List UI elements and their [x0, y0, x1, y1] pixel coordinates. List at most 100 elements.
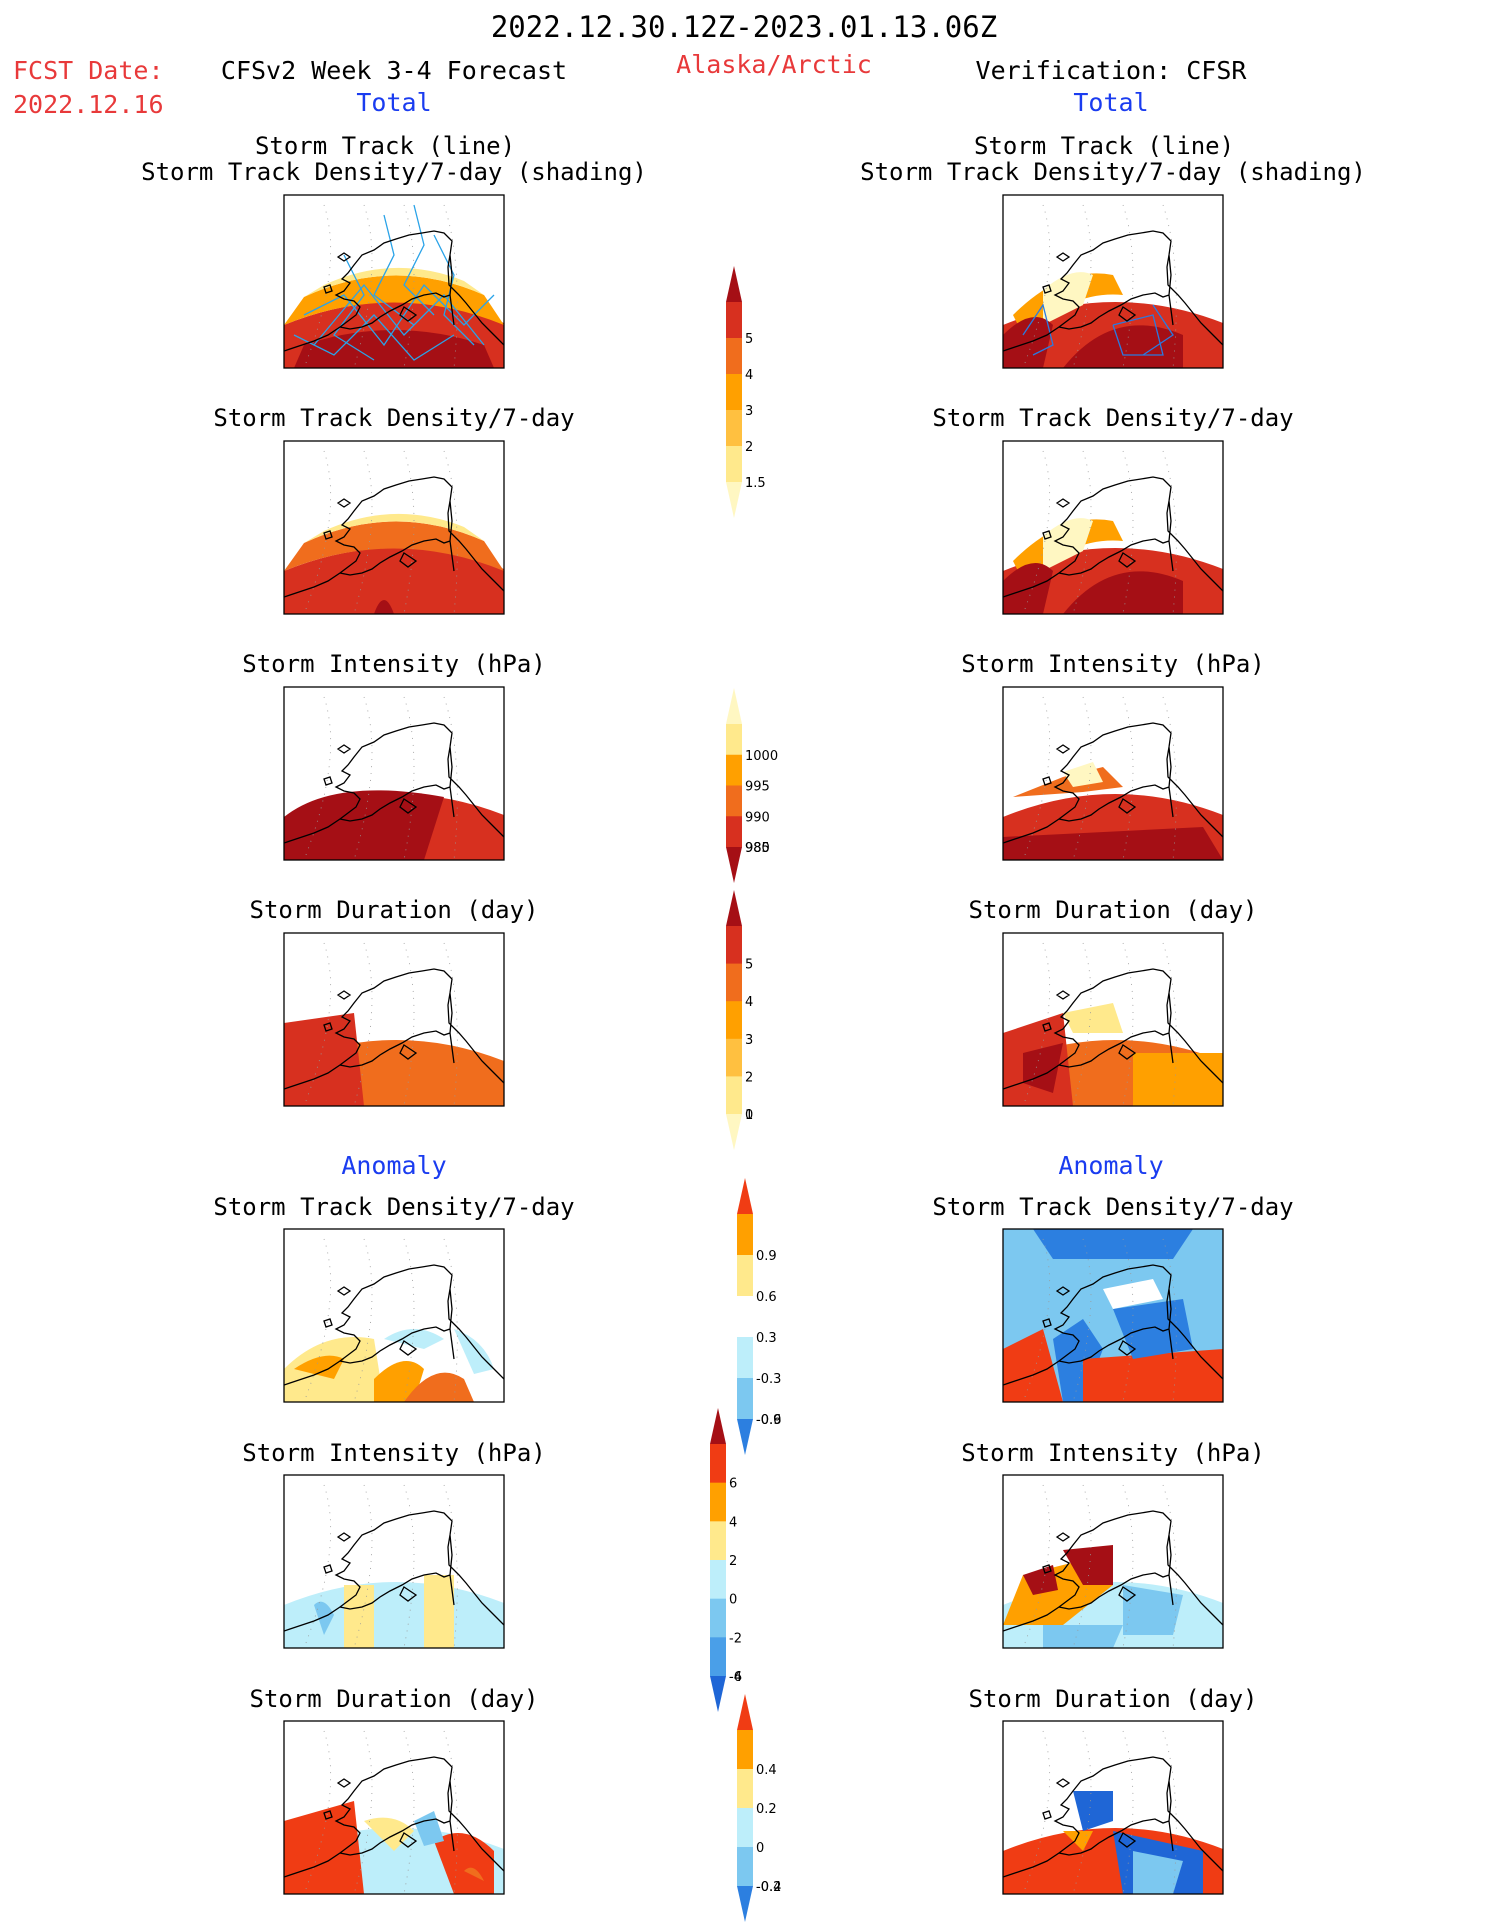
- colorbar-segment-6: [710, 1637, 726, 1677]
- colorbar-bottom-arrow: [710, 1676, 726, 1712]
- shade-band-5: [1123, 1585, 1183, 1635]
- left-duration-title: Storm Duration (day): [249, 896, 539, 924]
- panel-frame: [1002, 1228, 1224, 1403]
- left-density-title: Storm Track Density/7-day: [213, 404, 575, 432]
- map-panel-right-7: [1002, 1720, 1224, 1895]
- shade-band-4: [294, 330, 494, 368]
- colorbar-tick-label-7: -6: [729, 1670, 742, 1685]
- shade-band-6: [1043, 1625, 1123, 1648]
- colorbar-tick-label-1: 6: [729, 1477, 737, 1492]
- colorbar-segment-3: [726, 374, 742, 411]
- map-field-left-6: [284, 1484, 504, 1648]
- colorbar-tick-label-4: 985: [745, 841, 770, 856]
- panel-frame: [283, 686, 505, 861]
- shade-band-3: [1023, 1043, 1063, 1093]
- left-track-shade-title: Storm Track Density/7-day (shading): [141, 158, 647, 186]
- colorbar-segment-3: [726, 785, 742, 817]
- panel-frame: [1002, 1474, 1224, 1649]
- shade-band-2: [344, 1585, 374, 1648]
- map-field-right-1: [1003, 204, 1223, 368]
- colorbar-duration_total: 5 4 3 2 10: [726, 890, 753, 1150]
- colorbar-segment-1: [726, 926, 742, 965]
- map-field-left-5: [284, 1238, 504, 1402]
- map-field-left-1: [284, 204, 504, 368]
- shade-band-4: [314, 1601, 334, 1635]
- storm-track-line-2: [1112, 314, 1164, 356]
- fcst-date-value: 2022.12.16: [13, 90, 164, 119]
- shade-band-4: [1063, 325, 1183, 368]
- colorbar-top-arrow: [726, 688, 742, 724]
- colorbar-segment-3: [737, 1296, 753, 1338]
- shade-band-2: [294, 1355, 344, 1379]
- colorbar-segment-2: [726, 754, 742, 786]
- colorbar-tick-label-3: 3: [745, 404, 753, 419]
- colorbar-tick-label-2: 4: [745, 368, 753, 383]
- shade-band-3: [1043, 272, 1093, 325]
- shade-band-4: [1003, 827, 1223, 860]
- colorbar-tick-label-2: 995: [745, 780, 770, 795]
- colorbar-segment-5: [737, 1378, 753, 1420]
- map-panel-left-7: [283, 1720, 505, 1895]
- colorbar-tick-label-4: -0.3: [756, 1372, 781, 1387]
- colorbar-tick-label-5: 1: [745, 1108, 753, 1123]
- colorbar-segment-1: [726, 724, 742, 756]
- colorbar-tick-label-3: 0.3: [756, 1331, 777, 1346]
- colorbar-segment-4: [737, 1847, 753, 1887]
- storm-track-line-1: [1022, 303, 1054, 356]
- colorbar-tick-label-5: 980: [745, 841, 770, 856]
- shade-band-4: [404, 1372, 474, 1402]
- map-panel-right-3: [1002, 686, 1224, 861]
- fcst-date-label: FCST Date:: [13, 56, 164, 85]
- panel-frame: [283, 932, 505, 1107]
- colorbar-tick-label-1: 5: [745, 958, 753, 973]
- colorbar-tick-label-1: 0.4: [756, 1763, 777, 1778]
- map-field-right-6: [1003, 1484, 1223, 1648]
- shade-band-1: [284, 1581, 504, 1648]
- colorbar-segment-1: [710, 1444, 726, 1484]
- colorbar-bottom-arrow: [726, 482, 742, 518]
- panel-frame: [283, 1474, 505, 1649]
- colorbar-segment-2: [726, 963, 742, 1002]
- colorbar-segment-3: [726, 1001, 742, 1040]
- colorbar-segment-4: [726, 816, 742, 848]
- map-panel-right-2: [1002, 440, 1224, 615]
- panel-frame: [1002, 1720, 1224, 1895]
- colorbar-tick-label-2: 4: [745, 995, 753, 1010]
- colorbar-tick-label-1: 5: [745, 332, 753, 347]
- shade-band-2: [284, 790, 444, 860]
- colorbar-tick-label-2: 0.2: [756, 1802, 777, 1817]
- right-intensity-title: Storm Intensity (hPa): [961, 650, 1265, 678]
- shade-band-4: [1133, 1851, 1183, 1894]
- colorbar-segment-4: [726, 1038, 742, 1077]
- map-field-right-2: [1003, 450, 1223, 614]
- shade-band-4: [374, 600, 394, 614]
- colorbar-segment-5: [710, 1598, 726, 1638]
- colorbar-tick-label-4: 2: [745, 440, 753, 455]
- colorbar-tick-label-3: 3: [745, 1033, 753, 1048]
- map-field-right-3: [1003, 696, 1223, 860]
- map-field-left-2: [284, 450, 504, 614]
- storm-track-line-1: [303, 283, 495, 347]
- shade-band-5: [384, 1329, 444, 1349]
- storm-track-line-7: [293, 314, 455, 361]
- shade-band-5: [1083, 1349, 1223, 1402]
- colorbar-tick-label-1: 1000: [745, 749, 778, 764]
- colorbar-top-arrow: [726, 266, 742, 302]
- colorbar-tick-label-5: -2: [729, 1631, 742, 1646]
- left-total-label: Total: [356, 88, 432, 117]
- colorbar-segment-1: [737, 1730, 753, 1770]
- map-panel-right-5: [1002, 1228, 1224, 1403]
- colorbar-tick-label-4: 0: [729, 1593, 737, 1608]
- right-density-title: Storm Track Density/7-day: [932, 404, 1294, 432]
- region-title: Alaska/Arctic: [676, 50, 872, 79]
- colorbar-tick-label-3: 0: [756, 1841, 764, 1856]
- map-panel-right-4: [1002, 932, 1224, 1107]
- shade-band-3: [424, 1575, 454, 1648]
- left-intensity-anom-title: Storm Intensity (hPa): [242, 1439, 546, 1467]
- right-intensity-anom-title: Storm Intensity (hPa): [961, 1439, 1265, 1467]
- shade-band-3: [1003, 1329, 1063, 1402]
- colorbar-segment-2: [737, 1769, 753, 1809]
- right-total-label: Total: [1073, 88, 1149, 117]
- colorbar-segment-2: [710, 1482, 726, 1522]
